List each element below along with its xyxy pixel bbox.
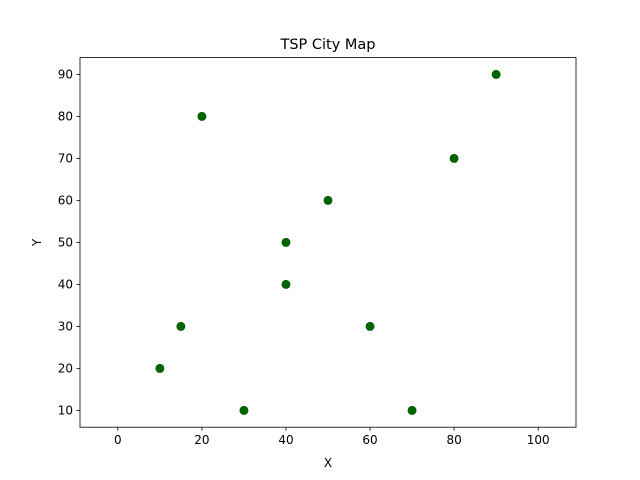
y-axis-label: Y — [30, 238, 44, 247]
city-point — [197, 111, 207, 121]
x-tick-label: 80 — [446, 433, 461, 447]
y-axis: 10 20 30 40 50 60 70 80 90 — [58, 68, 80, 418]
y-tick-label: 60 — [58, 194, 73, 208]
chart-title: TSP City Map — [279, 37, 375, 53]
y-tick-label: 40 — [58, 278, 73, 292]
city-point — [407, 405, 417, 415]
plot-frame — [79, 57, 577, 428]
x-tick-label: 100 — [527, 433, 550, 447]
city-point — [449, 153, 459, 163]
y-tick-label: 30 — [58, 320, 73, 334]
y-tick-label: 10 — [58, 404, 73, 418]
city-point — [323, 195, 333, 205]
city-point — [176, 321, 186, 331]
x-tick-label: 0 — [114, 433, 122, 447]
y-tick-label: 80 — [58, 110, 73, 124]
y-tick-label: 20 — [58, 362, 73, 376]
city-point — [239, 405, 249, 415]
points-layer — [155, 69, 501, 415]
plot-area — [80, 57, 576, 428]
city-point — [155, 363, 165, 373]
x-tick-label: 60 — [362, 433, 377, 447]
city-point — [491, 69, 501, 79]
city-point — [365, 321, 375, 331]
x-tick-label: 20 — [194, 433, 209, 447]
x-axis-label: X — [324, 456, 332, 470]
y-tick-label: 50 — [58, 236, 73, 250]
x-tick-label: 40 — [278, 433, 293, 447]
y-tick-label: 90 — [58, 68, 73, 82]
city-point — [281, 279, 291, 289]
y-tick-label: 70 — [58, 152, 73, 166]
city-point — [281, 237, 291, 247]
x-axis: 0 20 40 60 80 100 — [114, 427, 550, 447]
